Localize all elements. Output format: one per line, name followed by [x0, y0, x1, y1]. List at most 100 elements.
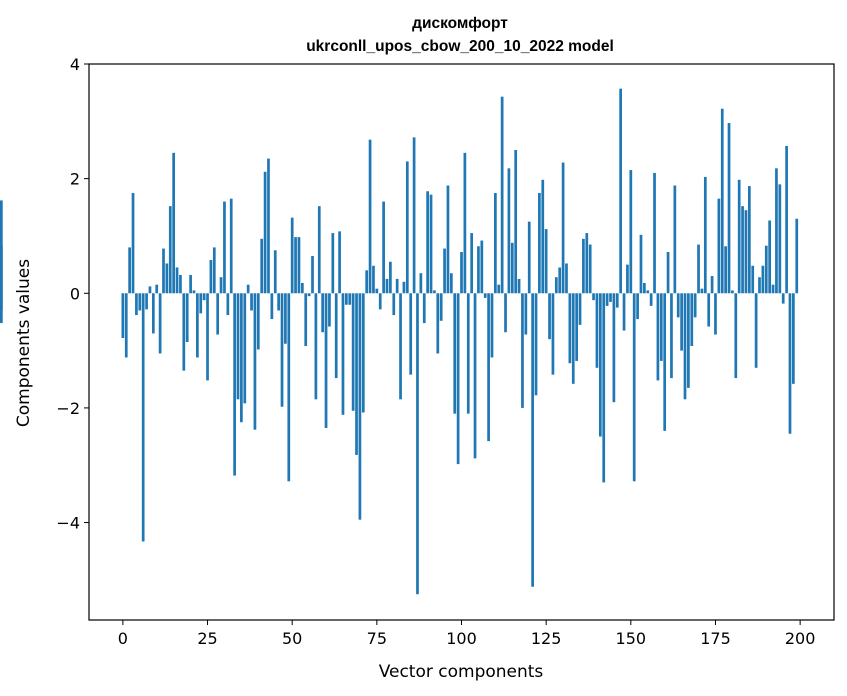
bar — [162, 248, 165, 294]
bar — [443, 248, 446, 294]
bar — [240, 293, 243, 423]
bar — [534, 293, 538, 396]
bar — [544, 229, 548, 294]
bar — [571, 293, 575, 384]
bar — [456, 293, 460, 465]
bar — [148, 286, 152, 294]
bar — [382, 201, 385, 294]
bar — [389, 261, 392, 294]
bar — [345, 293, 348, 305]
bar — [334, 293, 338, 379]
bar — [402, 281, 406, 294]
y-axis-ticks: −4 −2 0 2 4 — [56, 55, 89, 533]
bar — [466, 293, 470, 414]
bar — [490, 293, 494, 358]
bar — [304, 293, 308, 347]
bar — [761, 265, 765, 294]
bar — [480, 240, 484, 294]
bar — [626, 264, 629, 294]
bar — [385, 278, 389, 294]
bar — [795, 218, 799, 294]
bar — [538, 192, 541, 294]
bar — [439, 293, 443, 321]
bar — [707, 293, 711, 327]
x-tick-label: 175 — [700, 629, 731, 648]
y-axis-label: Components values — [14, 259, 34, 427]
chart-title: дискомфорт — [412, 15, 508, 32]
y-tick-label: −2 — [56, 399, 80, 418]
bar — [714, 293, 717, 335]
bar — [517, 278, 521, 294]
bar — [639, 234, 643, 294]
bar — [778, 184, 782, 294]
bar — [372, 265, 375, 294]
bar — [619, 88, 623, 294]
bar — [209, 260, 213, 294]
bar — [741, 206, 744, 294]
bar — [206, 293, 209, 381]
bar — [409, 293, 413, 375]
bar — [395, 278, 399, 294]
bar — [378, 293, 382, 310]
bar — [263, 171, 267, 294]
bar — [670, 293, 673, 379]
bar — [284, 293, 287, 344]
bar — [0, 245, 3, 294]
bar — [0, 293, 3, 324]
bar — [270, 293, 274, 320]
y-tick-label: 2 — [70, 170, 80, 189]
bar — [680, 293, 683, 351]
bar — [744, 210, 748, 294]
bar — [280, 293, 284, 407]
bar — [487, 293, 490, 442]
bar — [141, 293, 145, 542]
bar — [436, 293, 440, 354]
bar — [470, 233, 474, 294]
bar — [636, 293, 639, 320]
bar — [433, 290, 436, 294]
bar — [615, 293, 619, 308]
bar — [653, 172, 656, 294]
bar — [426, 191, 429, 294]
bar — [775, 168, 778, 294]
bar — [324, 293, 328, 428]
bar — [690, 293, 694, 347]
bar — [300, 282, 304, 294]
bar — [558, 267, 562, 294]
bar — [416, 293, 419, 595]
bar — [629, 170, 633, 294]
x-tick-label: 150 — [616, 629, 647, 648]
bar — [212, 247, 216, 294]
bar — [165, 263, 169, 294]
bar — [348, 293, 352, 305]
bar — [605, 293, 609, 306]
bars-group — [0, 88, 799, 595]
bar — [355, 293, 358, 455]
bar — [632, 293, 636, 482]
bar — [321, 293, 325, 333]
bar — [585, 233, 589, 294]
x-axis-ticks: 0 25 50 75 100 125 150 175 200 — [118, 620, 815, 648]
bar — [666, 252, 670, 294]
bar — [521, 293, 524, 408]
bar — [368, 139, 372, 294]
bar — [294, 237, 297, 294]
bar — [135, 293, 138, 316]
bar — [297, 237, 301, 294]
bar — [527, 221, 531, 294]
bar — [277, 293, 280, 311]
bar — [673, 185, 677, 294]
bar — [328, 293, 331, 327]
bar — [700, 288, 704, 294]
bar — [179, 274, 182, 294]
bar — [483, 293, 487, 298]
bar — [419, 273, 423, 294]
bar — [405, 161, 409, 294]
x-axis-label: Vector components — [379, 662, 544, 682]
bar — [273, 250, 277, 294]
bar — [267, 158, 270, 294]
bar — [724, 246, 727, 294]
bar — [307, 293, 311, 297]
bar — [331, 233, 335, 294]
bar — [412, 137, 416, 294]
